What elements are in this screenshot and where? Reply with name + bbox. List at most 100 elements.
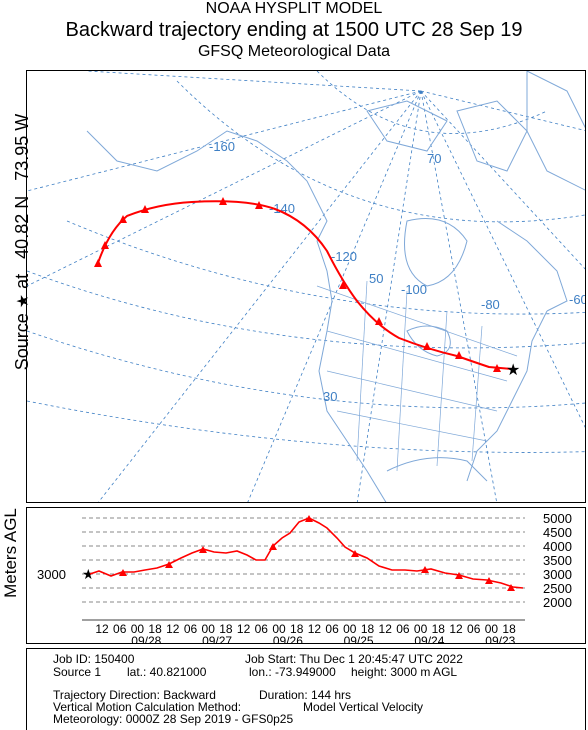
time-tick-label: 00	[485, 622, 499, 636]
time-tick-label: 00	[414, 622, 428, 636]
meteorology-info: Meteorology: 0000Z 28 Sep 2019 - GFS0p25	[53, 712, 294, 726]
height-marker	[305, 515, 313, 522]
east-coast	[466, 310, 548, 482]
height-marker	[485, 577, 493, 584]
time-tick-label: 06	[467, 622, 481, 636]
height-profile-line	[89, 517, 524, 589]
time-tick-label: 00	[343, 622, 357, 636]
state-line-8	[471, 325, 483, 462]
lat-grid-80	[316, 71, 548, 134]
source-number: Source 1	[53, 665, 102, 679]
profile-ylabel: Meters AGL	[1, 508, 20, 598]
lat-label-2: 50	[369, 271, 383, 286]
lat-label-1: 70	[427, 151, 441, 166]
job-start: Job Start: Thu Dec 1 20:45:47 UTC 2022	[245, 652, 463, 666]
time-tick-label: 18	[432, 622, 446, 636]
state-line-1	[316, 285, 518, 357]
source-star-icon: ★	[506, 362, 520, 379]
date-label: 09/28	[131, 634, 161, 644]
lon-grid-1	[86, 71, 422, 92]
time-tick-label: 00	[202, 622, 216, 636]
source-height-label: 3000	[37, 567, 66, 582]
lon-grid-6	[356, 90, 422, 502]
lon-grid-5	[247, 90, 422, 502]
time-tick-label: 12	[95, 622, 109, 636]
lon-grid-3	[27, 90, 422, 287]
meteorology-subtitle: GFSQ Meteorological Data	[197, 43, 391, 60]
source-height: height: 3000 m AGL	[351, 665, 458, 679]
time-tick-label: 06	[325, 622, 339, 636]
lon-label-4: -100	[401, 282, 427, 297]
state-line-6	[396, 290, 408, 472]
lat-grid-40	[27, 330, 585, 409]
time-tick-label: 00	[272, 622, 286, 636]
lat-grid-60	[66, 220, 585, 315]
lon-grid-7	[420, 90, 498, 502]
west-coast	[316, 240, 387, 502]
height-marker	[421, 566, 429, 573]
height-tick-2500: 2500	[543, 581, 572, 596]
trajectory-marker	[255, 201, 263, 209]
height-tick-4500: 4500	[543, 525, 572, 540]
time-tick-label: 06	[396, 622, 410, 636]
lat-grid-50	[27, 270, 585, 349]
date-label: 09/27	[202, 634, 232, 644]
date-label: 09/24	[414, 634, 444, 644]
source-lon: lon.: -73.949000	[249, 665, 336, 679]
arctic-islands-2	[456, 100, 528, 172]
trajectory-markers	[94, 197, 501, 372]
height-marker	[199, 546, 207, 553]
trajectory-marker	[423, 342, 431, 350]
arctic-islands-1	[366, 100, 448, 152]
time-tick-label: 06	[113, 622, 127, 636]
height-tick-3500: 3500	[543, 553, 572, 568]
great-lakes	[406, 325, 451, 357]
alaska-coast	[86, 130, 328, 242]
height-marker	[119, 569, 127, 576]
height-marker	[165, 561, 173, 568]
trajectory-direction: Trajectory Direction: Backward	[53, 688, 216, 702]
height-profile-markers	[119, 515, 515, 591]
trajectory-path	[97, 200, 513, 370]
height-marker	[351, 550, 359, 557]
lon-grid-2	[27, 90, 422, 192]
lon-grid-4	[98, 90, 422, 502]
lat-grid-70	[176, 80, 585, 223]
labrador-coast	[496, 220, 568, 312]
date-label: 09/23	[485, 634, 515, 644]
time-tick-label: 00	[131, 622, 145, 636]
lon-grid-9	[420, 90, 585, 270]
time-tick-label: 12	[449, 622, 463, 636]
trajectory-marker	[219, 197, 227, 205]
time-tick-label: 12	[379, 622, 393, 636]
time-tick-label: 12	[308, 622, 322, 636]
lon-label-3: -120	[331, 249, 357, 264]
lon-label-1: -160	[209, 139, 235, 154]
height-tick-4000: 4000	[543, 539, 572, 554]
trajectory-marker	[141, 205, 149, 213]
trajectory-title: Backward trajectory ending at 1500 UTC 2…	[65, 19, 523, 41]
height-marker	[269, 543, 277, 550]
lon-label-5: -80	[481, 297, 500, 312]
height-tick-5000: 5000	[543, 511, 572, 526]
state-line-2	[326, 330, 508, 382]
greenland-coast	[526, 71, 585, 191]
state-line-4	[336, 410, 488, 442]
lon-grid-10	[420, 90, 585, 131]
hudson-bay	[404, 218, 468, 287]
time-tick-label: 18	[290, 622, 304, 636]
lat-label-3: 30	[323, 389, 337, 404]
time-tick-label: 18	[502, 622, 516, 636]
trajectory-marker	[94, 259, 102, 267]
trajectory-marker	[375, 317, 383, 325]
height-tick-3000: 3000	[543, 567, 572, 582]
height-profile: 5000 4500 4000 3500 3000 2500 2000 3000 …	[26, 507, 586, 644]
trajectory-marker	[119, 215, 127, 223]
source-height-star-icon: ★	[82, 566, 95, 582]
trajectory-marker	[455, 351, 463, 359]
trajectory-marker	[339, 281, 347, 289]
time-tick-label: 12	[237, 622, 251, 636]
trajectory-map: -160 -140 -120 -100 -80 -60 70 50 30 ★	[26, 70, 586, 503]
time-tick-label: 18	[148, 622, 162, 636]
vertical-method: Vertical Motion Calculation Method:	[53, 700, 242, 714]
